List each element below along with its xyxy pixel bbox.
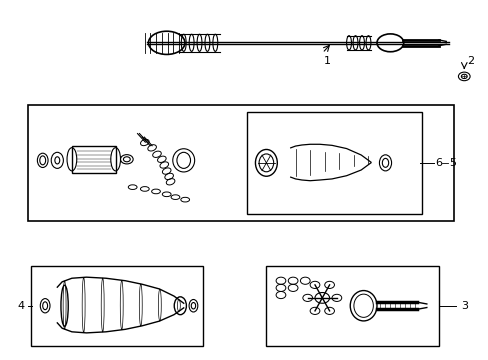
Bar bbox=[246, 112, 421, 214]
Text: 3: 3 bbox=[460, 301, 467, 311]
Text: 4: 4 bbox=[17, 301, 24, 311]
Bar bbox=[28, 105, 453, 221]
Text: 5: 5 bbox=[449, 158, 456, 168]
Text: 1: 1 bbox=[323, 56, 330, 66]
Bar bbox=[30, 266, 203, 346]
Bar bbox=[72, 146, 116, 173]
Bar bbox=[266, 266, 438, 346]
Text: 6: 6 bbox=[435, 158, 442, 168]
Text: 2: 2 bbox=[466, 57, 473, 66]
